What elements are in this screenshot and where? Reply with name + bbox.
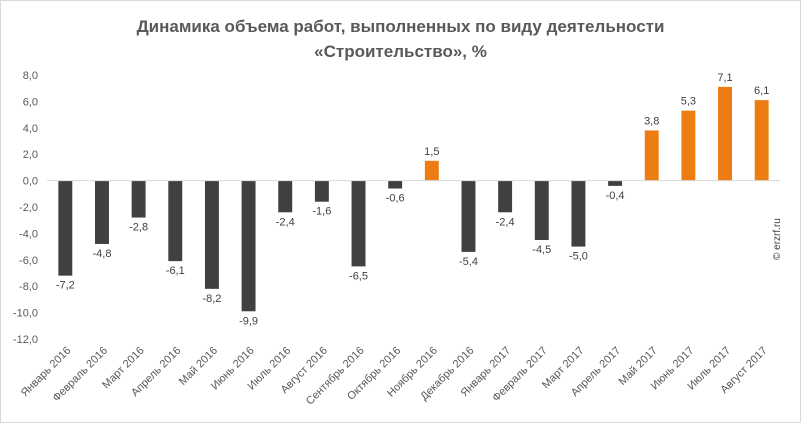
bar [424, 160, 439, 181]
bar [461, 180, 476, 252]
y-tick-label: 2,0 [23, 149, 38, 161]
y-tick-label: 0,0 [23, 176, 38, 188]
data-label: 1,5 [424, 146, 439, 158]
data-label: -6,5 [349, 270, 368, 282]
data-label: -0,6 [386, 193, 405, 205]
data-label: -2,4 [276, 216, 295, 228]
y-tick-label: -4,0 [19, 228, 38, 240]
data-label: -4,5 [532, 244, 551, 256]
y-tick-label: -2,0 [19, 202, 38, 214]
data-label: -5,0 [569, 251, 588, 263]
y-tick-label: 8,0 [23, 70, 38, 82]
data-label: -5,4 [459, 256, 478, 268]
data-label: -9,9 [239, 315, 258, 327]
bar [571, 180, 586, 247]
data-label: -1,6 [312, 206, 331, 218]
data-label: -7,2 [56, 280, 75, 292]
bar [168, 180, 183, 262]
y-tick-label: -12,0 [13, 334, 38, 346]
bar [351, 180, 366, 267]
y-tick-label: -6,0 [19, 255, 38, 267]
data-label: -0,4 [606, 190, 625, 202]
y-tick-label: 4,0 [23, 123, 38, 135]
bar [58, 180, 73, 276]
data-label: 5,3 [681, 96, 696, 108]
y-tick-label: -10,0 [13, 308, 38, 320]
data-label: 3,8 [644, 115, 659, 127]
bar [534, 180, 549, 240]
bar [95, 180, 109, 244]
bar [131, 180, 146, 218]
data-label: 7,1 [717, 72, 732, 84]
chart-title: Динамика объема работ, выполненных по ви… [0, 14, 801, 64]
y-tick-label: 6,0 [23, 96, 38, 108]
bar [608, 180, 623, 186]
chart-title-line-2: «Строительство», % [314, 42, 487, 61]
bar [498, 180, 513, 213]
watermark: © erzrf.ru [772, 218, 783, 260]
y-tick-label: -8,0 [19, 281, 38, 293]
data-label: -4,8 [92, 248, 111, 260]
chart-title-line-1: Динамика объема работ, выполненных по ви… [136, 17, 665, 36]
bar [718, 86, 732, 181]
data-label: 6,1 [754, 85, 769, 97]
bar [278, 180, 293, 213]
bar [204, 180, 219, 289]
bar [241, 180, 256, 312]
data-label: -2,4 [496, 216, 515, 228]
data-label: -6,1 [166, 265, 185, 277]
data-label: -8,2 [202, 293, 221, 305]
bar [754, 100, 769, 181]
bar [644, 130, 659, 181]
data-label: -2,8 [129, 222, 148, 234]
bar [388, 180, 403, 189]
bar [314, 180, 329, 202]
bar [681, 110, 696, 181]
